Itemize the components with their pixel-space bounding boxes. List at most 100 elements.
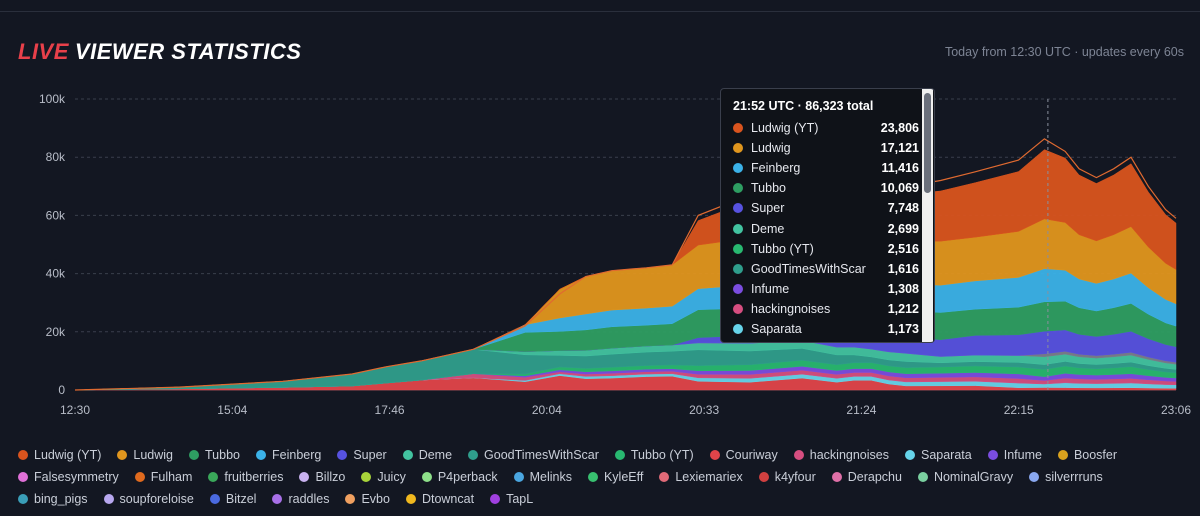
legend-label: Infume [1003,447,1042,462]
legend-item[interactable]: Melinks [513,468,572,485]
legend-label: KyleEff [603,469,644,484]
series-color-dot [733,163,743,174]
legend-color-dot [490,493,501,504]
x-tick-label: 17:46 [375,403,405,417]
legend-item[interactable]: Tubbo (YT) [614,446,694,463]
series-color-dot [733,183,743,194]
tooltip-series-name: Feinberg [751,161,801,176]
legend-item[interactable]: Fulham [134,468,193,485]
x-tick-label: 20:33 [689,403,719,417]
legend-item[interactable]: Ludwig [117,446,173,463]
legend-item[interactable]: P4perback [421,468,498,485]
legend-label: Lexiemariex [675,469,743,484]
tooltip-row: Saparata 1,173 [733,319,919,339]
x-axis: 12:30 15:04 17:46 20:04 20:33 21:24 22:15 23:06 [60,403,1191,417]
tooltip-series-name: Ludwig (YT) [751,121,819,136]
legend-color-dot [18,449,28,460]
series-color-dot [733,203,743,214]
tooltip-series-name: Tubbo (YT) [751,241,814,256]
series-color-dot [733,243,743,254]
x-tick-label: 21:24 [846,403,876,417]
y-tick-label: 80k [46,150,66,164]
tooltip-series-value: 1,308 [887,281,919,296]
legend-item[interactable]: Ludwig (YT) [18,446,101,463]
legend-label: hackingnoises [809,447,889,462]
legend-item[interactable]: NominalGravy [917,468,1013,485]
legend-label: Fulham [150,469,193,484]
tooltip-list: Ludwig (YT) 23,806 Ludwig 17,121 Feinberg 11,… [733,118,919,339]
tooltip-row: Tubbo (YT) 2,516 [733,239,919,259]
legend-label: Super [353,447,387,462]
tooltip-row: hackingnoises 1,212 [733,299,919,319]
x-tick-label: 12:30 [60,403,90,417]
legend-item[interactable]: raddles [272,490,329,507]
legend-item[interactable]: Deme [402,446,453,463]
legend-color-dot [468,449,479,460]
legend-color-dot [337,449,348,460]
hover-tooltip: 21:52 UTC · 86,323 total Ludwig (YT) 23,8… [720,88,935,343]
legend-item[interactable]: Evbo [345,490,390,507]
legend-label: Feinberg [272,447,322,462]
legend-item[interactable]: Derapchu [831,468,902,485]
legend-label: GoodTimesWithScar [484,447,599,462]
tooltip-row: Ludwig 17,121 [733,138,919,158]
legend-item[interactable]: hackingnoises [793,446,889,463]
legend-item[interactable]: silverrruns [1029,468,1103,485]
legend-label: Deme [418,447,453,462]
tooltip-series-name: Deme [751,221,785,236]
legend-item[interactable]: GoodTimesWithScar [468,446,599,463]
tooltip-scrollbar-track[interactable] [922,89,933,342]
legend-item[interactable]: KyleEff [587,468,644,485]
tooltip-series-value: 17,121 [880,141,919,156]
legend-color-dot [256,449,266,460]
legend-label: Falsesymmetry [34,469,119,484]
legend-item[interactable]: Tubbo [189,446,240,463]
legend-color-dot [18,471,28,482]
legend-label: Boosfer [1073,447,1118,462]
legend-item[interactable]: bing_pigs [18,490,88,507]
legend-color-dot [917,471,928,482]
legend-color-dot [1057,449,1068,460]
legend-color-dot [345,493,356,504]
legend-item[interactable]: Couriway [709,446,778,463]
tooltip-series-value: 11,416 [881,161,919,176]
legend-item[interactable]: fruitberries [208,468,283,485]
legend-item[interactable]: Bitzel [209,490,257,507]
tooltip-series-name: GoodTimesWithScar [751,261,866,276]
legend-color-dot [189,449,200,460]
legend-item[interactable]: Juicy [361,468,406,485]
legend-item[interactable]: Boosfer [1057,446,1118,463]
series-color-dot [733,223,743,234]
legend-item[interactable]: Super [337,446,387,463]
legend-item[interactable]: k4yfour [758,468,816,485]
legend-item[interactable]: TapL [490,490,533,507]
tooltip-series-value: 7,748 [887,201,919,216]
x-tick-label: 23:06 [1161,403,1191,417]
legend-item[interactable]: Feinberg [256,446,321,463]
legend-color-dot [614,449,625,460]
tooltip-row: Tubbo 10,069 [733,178,919,198]
legend-color-dot [904,449,915,460]
tooltip-header: 21:52 UTC · 86,323 total [733,99,874,113]
series-color-dot [733,143,743,154]
legend-label: TapL [506,491,534,506]
legend-label: Bitzel [225,491,257,506]
legend-color-dot [659,471,670,482]
legend-item[interactable]: Dtowncat [405,490,474,507]
legend-label: P4perback [437,469,498,484]
legend-color-dot [987,449,998,460]
top-divider [0,11,1200,12]
legend-item[interactable]: Lexiemariex [659,468,743,485]
legend-label: Tubbo (YT) [630,447,694,462]
legend-item[interactable]: Falsesymmetry [18,468,119,485]
legend-color-dot [421,471,432,482]
legend-item[interactable]: Billzo [299,468,345,485]
tooltip-scrollbar-thumb[interactable] [924,93,931,193]
tooltip-series-value: 2,516 [887,241,919,256]
legend-item[interactable]: Saparata [904,446,972,463]
legend-item[interactable]: soupforeloise [103,490,194,507]
legend-label: Ludwig (YT) [34,447,102,462]
stacked-area-chart[interactable]: 0 20k 40k 60k 80k 100k 12:30 15:04 17:46 20:04 20… [0,0,1200,440]
legend-item[interactable]: Infume [987,446,1042,463]
tooltip-row: Feinberg 11,416 [733,158,919,178]
